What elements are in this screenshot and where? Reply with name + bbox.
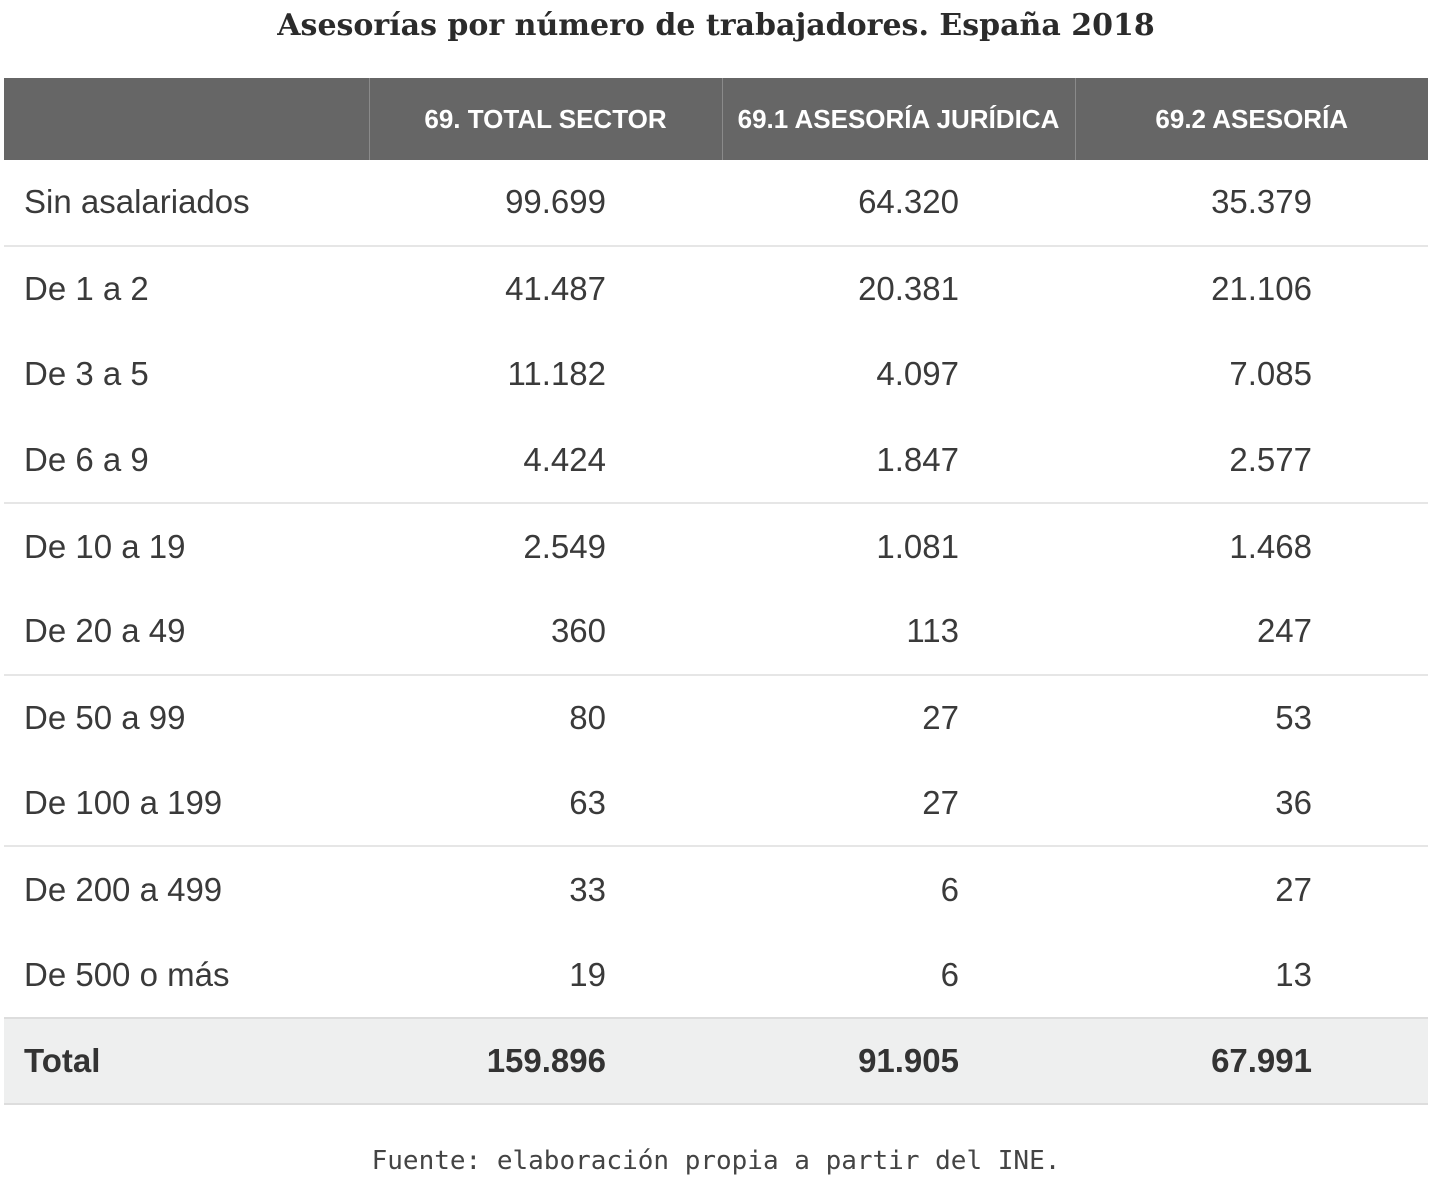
data-table: 69. TOTAL SECTOR 69.1 ASESORÍA JURÍDICA … bbox=[4, 78, 1428, 1105]
cell-asesoria-juridica: 6 bbox=[940, 955, 959, 993]
table-row: De 100 a 199 63 27 36 bbox=[4, 760, 1428, 848]
cell-asesoria-juridica: 64.320 bbox=[722, 160, 1075, 247]
table-header: 69. TOTAL SECTOR 69.1 ASESORÍA JURÍDICA … bbox=[4, 78, 1428, 160]
row-label: De 3 a 5 bbox=[24, 355, 149, 393]
table-row: De 3 a 5 11.182 4.097 7.085 bbox=[4, 332, 1428, 418]
cell-total-sector: 360 bbox=[369, 588, 722, 676]
row-label: De 6 a 9 bbox=[4, 417, 369, 505]
total-label: Total bbox=[4, 1016, 369, 1105]
table-row: De 200 a 499 33 6 27 bbox=[4, 846, 1428, 932]
cell-asesoria-juridica: 27 bbox=[722, 760, 1075, 848]
row-label: De 20 a 49 bbox=[4, 588, 369, 676]
total-total-sector: 159.896 bbox=[369, 1016, 722, 1105]
source-note: Fuente: elaboración propia a partir del … bbox=[371, 1146, 1061, 1176]
header-cell-category bbox=[4, 78, 369, 160]
cell-total-sector: 80 bbox=[569, 699, 606, 737]
table-title: Asesorías por número de trabajadores. Es… bbox=[277, 8, 1155, 43]
data-table-container: 69. TOTAL SECTOR 69.1 ASESORÍA JURÍDICA … bbox=[4, 78, 1428, 1105]
cell-asesoria-juridica: 113 bbox=[722, 588, 1075, 676]
table-row: Sin asalariados 99.699 64.320 35.379 bbox=[4, 160, 1428, 247]
total-row: Total 159.896 91.905 67.991 bbox=[4, 1016, 1428, 1105]
header-cell-asesoria: 69.2 ASESORÍA bbox=[1074, 78, 1428, 160]
cell-asesoria-juridica: 1.081 bbox=[876, 527, 959, 565]
cell-asesoria: 247 bbox=[1075, 588, 1428, 676]
row-label: De 10 a 19 bbox=[24, 527, 186, 565]
cell-asesoria: 53 bbox=[1275, 699, 1312, 737]
cell-asesoria-juridica: 6 bbox=[940, 870, 959, 908]
row-label: De 200 a 499 bbox=[24, 870, 223, 908]
row-label: Sin asalariados bbox=[4, 160, 369, 247]
total-asesoria-juridica: 91.905 bbox=[722, 1016, 1075, 1105]
cell-asesoria: 21.106 bbox=[1211, 270, 1312, 308]
table-row: De 10 a 19 2.549 1.081 1.468 bbox=[4, 503, 1428, 589]
table-row: De 50 a 99 80 27 53 bbox=[4, 675, 1428, 761]
header-cell-asesoria-juridica: 69.1 ASESORÍA JURÍDICA bbox=[721, 78, 1075, 160]
cell-total-sector: 2.549 bbox=[523, 527, 606, 565]
cell-asesoria: 1.468 bbox=[1229, 527, 1312, 565]
cell-asesoria: 7.085 bbox=[1229, 355, 1312, 393]
cell-asesoria-juridica: 27 bbox=[922, 699, 959, 737]
header-cell-total-sector: 69. TOTAL SECTOR bbox=[368, 78, 722, 160]
cell-total-sector: 19 bbox=[569, 955, 606, 993]
cell-total-sector: 63 bbox=[369, 760, 722, 848]
row-label: De 50 a 99 bbox=[24, 699, 186, 737]
cell-asesoria: 27 bbox=[1275, 870, 1312, 908]
total-asesoria: 67.991 bbox=[1075, 1016, 1428, 1105]
cell-asesoria: 2.577 bbox=[1075, 417, 1428, 505]
cell-asesoria-juridica: 20.381 bbox=[858, 270, 959, 308]
cell-asesoria: 13 bbox=[1275, 955, 1312, 993]
cell-asesoria: 35.379 bbox=[1075, 160, 1428, 247]
table-row: De 6 a 9 4.424 1.847 2.577 bbox=[4, 417, 1428, 505]
cell-asesoria-juridica: 4.097 bbox=[876, 355, 959, 393]
cell-total-sector: 99.699 bbox=[369, 160, 722, 247]
cell-asesoria-juridica: 1.847 bbox=[722, 417, 1075, 505]
cell-total-sector: 4.424 bbox=[369, 417, 722, 505]
table-row: De 500 o más 19 6 13 bbox=[4, 932, 1428, 1018]
cell-asesoria: 36 bbox=[1075, 760, 1428, 848]
table-row: De 1 a 2 41.487 20.381 21.106 bbox=[4, 246, 1428, 332]
row-label: De 1 a 2 bbox=[24, 270, 149, 308]
table-row: De 20 a 49 360 113 247 bbox=[4, 588, 1428, 676]
header-row: 69. TOTAL SECTOR 69.1 ASESORÍA JURÍDICA … bbox=[4, 78, 1428, 160]
cell-total-sector: 41.487 bbox=[505, 270, 606, 308]
cell-total-sector: 33 bbox=[569, 870, 606, 908]
row-label: De 500 o más bbox=[24, 955, 230, 993]
cell-total-sector: 11.182 bbox=[507, 355, 606, 393]
table-body: Sin asalariados 99.699 64.320 35.379 De … bbox=[4, 160, 1428, 1105]
row-label: De 100 a 199 bbox=[4, 760, 369, 848]
